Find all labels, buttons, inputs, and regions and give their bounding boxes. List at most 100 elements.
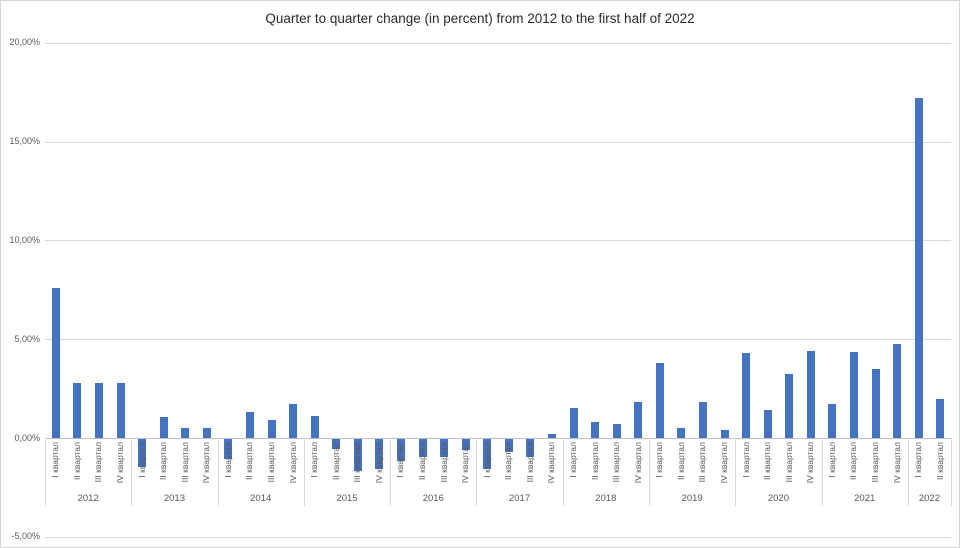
quarter-label: IV квартал	[546, 442, 557, 484]
bar-2012-q1	[51, 287, 60, 438]
quarter-label: II квартал	[244, 442, 255, 480]
quarter-label: III квартал	[438, 442, 449, 483]
y-axis-tick-label: 20,00%	[9, 37, 40, 48]
quarter-label: II квартал	[848, 442, 859, 480]
year-label: 2016	[422, 493, 444, 504]
quarter-label: III квартал	[697, 442, 708, 483]
bar-2012-q2	[73, 382, 82, 438]
quarter-label: IV квартал	[287, 442, 298, 484]
bar-2017-q1	[483, 439, 492, 469]
quarter-label: IV квартал	[632, 442, 643, 484]
year-label: 2012	[77, 493, 99, 504]
chart-title: Quarter to quarter change (in percent) f…	[265, 11, 695, 26]
bar-2017-q3	[526, 439, 535, 457]
quarter-label: IV квартал	[201, 442, 212, 484]
gridline	[45, 141, 951, 143]
bar-2014-q1	[224, 439, 233, 459]
quarter-label: II квартал	[158, 442, 169, 480]
category-group-separator	[390, 438, 391, 506]
bar-2018-q2	[591, 422, 600, 438]
bar-2012-q3	[94, 382, 103, 438]
bar-2013-q4	[202, 428, 211, 438]
bar-2021-q4	[893, 344, 902, 438]
quarter-label: II квартал	[762, 442, 773, 480]
bar-2020-q1	[742, 353, 751, 438]
bar-2015-q3	[353, 439, 362, 471]
year-label: 2015	[336, 493, 358, 504]
year-label: 2017	[508, 493, 531, 504]
quarter-label: II квартал	[330, 442, 341, 480]
year-label: 2014	[250, 493, 272, 504]
bar-2013-q3	[181, 428, 190, 438]
quarter-label: III квартал	[524, 442, 535, 483]
bar-2016-q1	[396, 439, 405, 461]
year-label: 2013	[163, 493, 185, 504]
bar-2012-q4	[116, 382, 125, 438]
gridline	[45, 339, 951, 341]
quarter-label: II квартал	[417, 442, 427, 480]
x-axis-line	[45, 438, 951, 439]
quarter-label: II квартал	[934, 442, 945, 480]
quarter-label: II квартал	[503, 442, 514, 480]
quarter-label: I квартал	[913, 442, 924, 478]
quarter-label: I квартал	[481, 442, 492, 478]
quarter-label: I квартал	[568, 442, 578, 478]
y-axis-tick-label: 10,00%	[9, 234, 40, 245]
category-group-separator	[822, 438, 823, 506]
bar-2017-q4	[547, 434, 556, 438]
quarter-label: I квартал	[222, 442, 233, 478]
bar-2019-q2	[677, 428, 686, 438]
bar-2013-q1	[138, 439, 147, 467]
bar-2018-q1	[569, 408, 578, 438]
bar-2019-q4	[720, 430, 729, 438]
year-label: 2018	[595, 493, 617, 504]
category-group-separator	[131, 438, 132, 506]
category-group-separator	[908, 438, 909, 506]
bar-2013-q2	[159, 417, 168, 438]
quarter-label: III квартал	[266, 442, 276, 483]
year-label: 2019	[681, 493, 703, 504]
quarter-label: I квартал	[136, 442, 147, 478]
year-label: 2020	[767, 493, 789, 504]
bar-2018-q4	[634, 402, 643, 438]
gridline	[45, 536, 951, 538]
bar-2021-q2	[849, 352, 858, 438]
y-axis-tick-label: 0,00%	[14, 432, 40, 443]
bar-2015-q4	[375, 439, 384, 469]
bar-2019-q1	[655, 362, 664, 438]
quarter-label: I квартал	[309, 442, 320, 478]
bar-2014-q3	[267, 420, 276, 438]
quarter-label: I квартал	[654, 442, 665, 478]
bar-2016-q2	[418, 439, 427, 457]
category-group-separator	[476, 438, 477, 506]
gridline	[45, 240, 951, 242]
category-group-separator	[563, 438, 564, 506]
quarter-label: IV квартал	[719, 442, 729, 484]
bar-2022-q2	[936, 399, 945, 438]
y-axis-tick-label: -5,00%	[11, 531, 40, 542]
quarter-label: IV квартал	[891, 442, 902, 484]
y-axis-tick-label: 5,00%	[14, 333, 40, 344]
quarter-label: I квартал	[826, 442, 837, 478]
gridline	[45, 42, 951, 44]
quarter-label: II квартал	[675, 442, 686, 480]
year-label: 2022	[918, 493, 940, 504]
quarter-label: III квартал	[352, 442, 363, 483]
category-group-separator	[649, 438, 650, 506]
quarter-label: III квартал	[179, 442, 190, 483]
category-group-separator	[45, 438, 46, 506]
quarter-label: IV квартал	[373, 442, 384, 484]
bar-2016-q4	[461, 439, 470, 450]
bar-2021-q3	[871, 368, 880, 438]
bar-2020-q3	[785, 373, 794, 438]
category-group-separator	[304, 438, 305, 506]
bar-2014-q2	[245, 412, 254, 438]
quarter-label: III квартал	[783, 442, 794, 483]
y-axis-tick-label: 15,00%	[9, 136, 40, 147]
quarter-label: III квартал	[870, 442, 880, 483]
quarter-label: I квартал	[50, 442, 61, 478]
quarter-label: IV квартал	[460, 442, 471, 484]
bar-2016-q3	[440, 439, 449, 457]
bar-2022-q1	[914, 98, 923, 438]
